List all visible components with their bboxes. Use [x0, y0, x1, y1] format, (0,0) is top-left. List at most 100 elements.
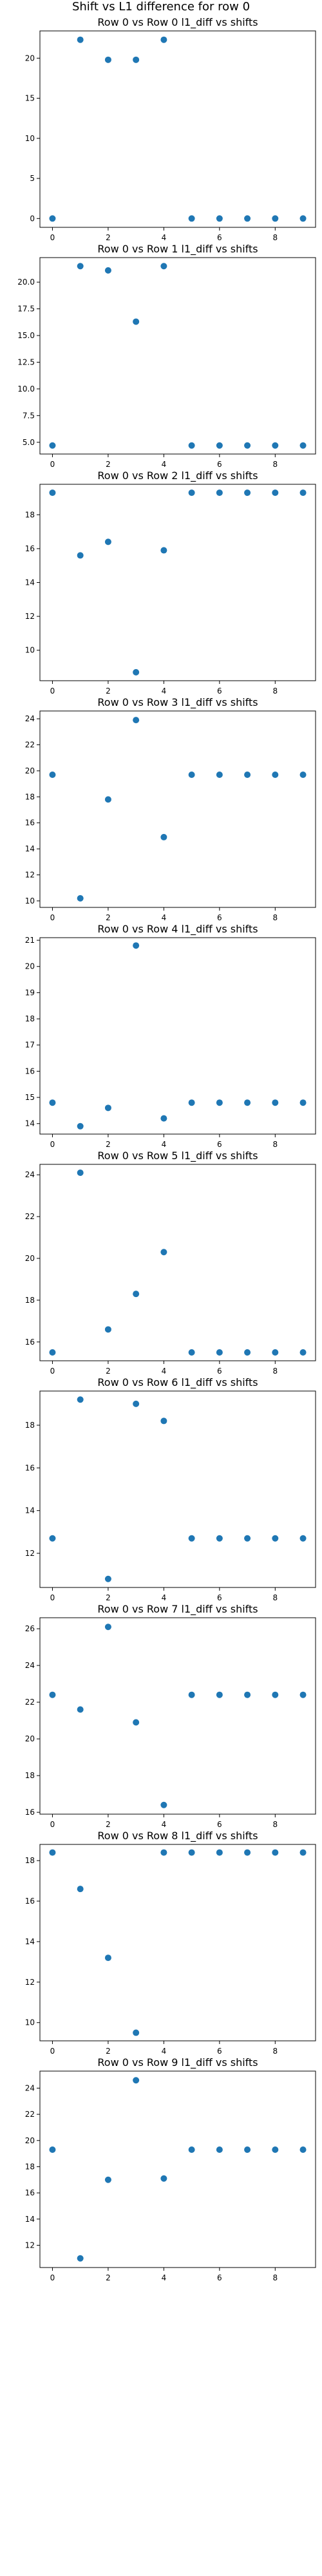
x-tick-label: 6	[217, 1820, 222, 1829]
data-point	[133, 668, 140, 676]
subplot-title: Row 0 vs Row 5 l1_diff vs shifts	[97, 1150, 258, 1162]
plot-frame	[39, 1390, 316, 1588]
data-point	[188, 1691, 195, 1698]
y-tick-label: 22	[25, 741, 35, 750]
data-point	[49, 1349, 56, 1356]
x-tick-label: 8	[272, 460, 278, 469]
data-point	[104, 796, 111, 803]
y-tick-label: 0	[30, 214, 35, 223]
y-tick-label: 24	[25, 1661, 35, 1670]
x-tick-label: 6	[217, 1367, 222, 1376]
data-point	[104, 1326, 111, 1333]
y-tick-label: 22	[25, 1212, 35, 1221]
x-tick-label: 6	[217, 2047, 222, 2056]
y-tick-label: 12.5	[17, 357, 35, 366]
data-point	[244, 771, 251, 778]
data-point	[104, 1955, 111, 1962]
plot-frame	[39, 257, 316, 455]
data-point	[160, 1417, 167, 1425]
y-tick-label: 16	[25, 1463, 35, 1472]
x-tick-label: 6	[217, 1140, 222, 1149]
y-tick-label: 15	[25, 94, 35, 103]
x-tick-label: 0	[50, 233, 55, 242]
data-point	[104, 1624, 111, 1631]
data-point	[299, 2146, 307, 2153]
y-tick-label: 17	[25, 1041, 35, 1050]
data-point	[272, 1349, 279, 1356]
data-point	[133, 717, 140, 724]
plot-frame	[39, 937, 316, 1135]
x-tick-label: 0	[50, 2273, 55, 2282]
x-tick-label: 2	[106, 1593, 111, 1602]
data-point	[216, 489, 223, 497]
x-tick-label: 4	[162, 1593, 167, 1602]
y-tick-label: 21	[25, 936, 35, 945]
y-tick-label: 10.0	[17, 384, 35, 393]
y-tick-label: 15.0	[17, 331, 35, 340]
data-point	[77, 1396, 84, 1403]
y-tick-label: 18	[25, 510, 35, 519]
data-point	[133, 318, 140, 325]
y-tick-label: 22	[25, 2110, 35, 2119]
x-tick-label: 4	[162, 2273, 167, 2282]
y-tick-label: 14	[25, 1937, 35, 1946]
y-tick-label: 16	[25, 1808, 35, 1817]
y-tick-label: 20	[25, 2136, 35, 2145]
y-tick-label: 18	[25, 792, 35, 801]
data-point	[188, 1099, 195, 1106]
subplot-title: Row 0 vs Row 0 l1_diff vs shifts	[97, 16, 258, 29]
y-tick-label: 24	[25, 2083, 35, 2092]
data-point	[216, 2146, 223, 2153]
data-point	[160, 547, 167, 554]
x-tick-label: 4	[162, 1367, 167, 1376]
x-tick-label: 0	[50, 2047, 55, 2056]
data-point	[49, 1849, 56, 1856]
data-point	[244, 1099, 251, 1106]
y-tick-label: 16	[25, 1338, 35, 1347]
plot-frame	[39, 484, 316, 681]
y-tick-label: 12	[25, 612, 35, 621]
data-point	[77, 552, 84, 559]
subplot-title: Row 0 vs Row 4 l1_diff vs shifts	[97, 923, 258, 936]
x-tick-label: 6	[217, 913, 222, 922]
x-tick-label: 8	[272, 2273, 278, 2282]
data-point	[77, 1169, 84, 1176]
data-point	[299, 489, 307, 497]
x-tick-label: 4	[162, 460, 167, 469]
data-point	[77, 895, 84, 902]
x-tick-label: 0	[50, 687, 55, 696]
data-point	[188, 1349, 195, 1356]
data-point	[188, 2146, 195, 2153]
y-tick-label: 16	[25, 1066, 35, 1075]
y-tick-label: 14	[25, 1119, 35, 1128]
plot-frame	[39, 1844, 316, 2041]
data-point	[216, 1691, 223, 1698]
x-tick-label: 0	[50, 1593, 55, 1602]
x-tick-label: 6	[217, 1593, 222, 1602]
x-tick-label: 4	[162, 2047, 167, 2056]
data-point	[272, 1099, 279, 1106]
y-tick-label: 18	[25, 1771, 35, 1780]
x-tick-label: 8	[272, 233, 278, 242]
x-tick-label: 4	[162, 233, 167, 242]
y-tick-label: 16	[25, 2188, 35, 2197]
y-tick-label: 18	[25, 1856, 35, 1865]
x-tick-label: 8	[272, 1367, 278, 1376]
x-tick-label: 2	[106, 1820, 111, 1829]
data-point	[77, 2255, 84, 2262]
data-point	[133, 1291, 140, 1298]
y-tick-label: 12	[25, 2240, 35, 2249]
data-point	[272, 1535, 279, 1542]
data-point	[272, 1691, 279, 1698]
y-tick-label: 10	[25, 134, 35, 143]
x-tick-label: 2	[106, 2047, 111, 2056]
x-tick-label: 4	[162, 1820, 167, 1829]
x-tick-label: 0	[50, 913, 55, 922]
data-point	[188, 771, 195, 778]
data-point	[272, 442, 279, 449]
data-point	[216, 215, 223, 222]
data-point	[244, 489, 251, 497]
y-tick-label: 16	[25, 819, 35, 828]
subplot-title: Row 0 vs Row 1 l1_diff vs shifts	[97, 243, 258, 256]
x-tick-label: 8	[272, 2047, 278, 2056]
